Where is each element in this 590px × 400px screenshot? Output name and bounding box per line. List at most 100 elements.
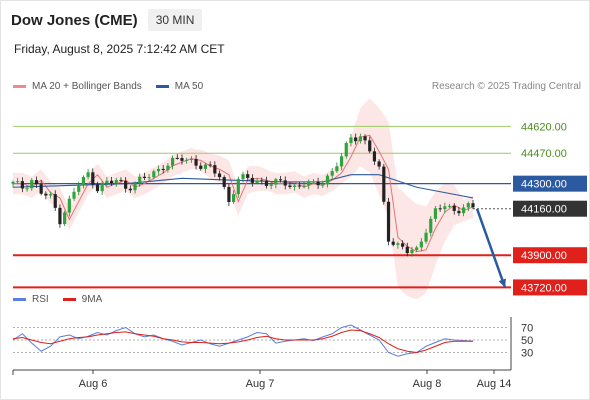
candle-body (269, 184, 273, 186)
legend-swatch-bollinger (13, 85, 26, 88)
candle-body (250, 177, 254, 183)
candle-body (443, 206, 447, 210)
candle-body (227, 186, 231, 202)
chart-legend: MA 20 + Bollinger Bands MA 50 (13, 81, 203, 92)
bollinger-band (13, 98, 473, 300)
candle-body (11, 181, 15, 184)
candle-body (58, 207, 62, 225)
candle-body (48, 194, 53, 196)
candle-body (25, 188, 29, 190)
candle-body (391, 241, 395, 245)
level-label-0: 44620.00 (521, 121, 567, 133)
candle-body (358, 136, 362, 142)
ma20-line (13, 134, 474, 253)
candle-body (377, 161, 381, 167)
x-axis: Aug 6 Aug 7 Aug 8 Aug 14 (12, 317, 512, 390)
candle-body (86, 172, 90, 177)
level-label-3: 44160.00 (521, 204, 567, 216)
candle-body (241, 174, 245, 180)
candle-body (382, 166, 386, 202)
rsi-tick-label: 70 (521, 323, 533, 335)
timeframe-badge[interactable]: 30 MIN (147, 9, 203, 31)
candle-body (67, 198, 71, 213)
candle-body (363, 136, 367, 141)
candle-body (152, 171, 156, 178)
candle-body (133, 183, 137, 191)
candle-body (255, 180, 259, 183)
candle-body (330, 171, 334, 176)
legend-item-ma50: MA 50 (155, 81, 204, 92)
candle-body (147, 177, 151, 179)
timestamp: Friday, August 8, 2025 7:12:42 AM CET (14, 42, 225, 56)
candle-body (180, 158, 184, 161)
candle-body (232, 194, 236, 202)
level-label-5: 43720.00 (521, 282, 567, 294)
candle-body (53, 194, 57, 208)
x-tick-label: Aug 8 (413, 378, 442, 390)
candle-body (95, 184, 100, 192)
candle-body (354, 137, 358, 142)
candle-body (321, 184, 325, 186)
candle-body (91, 172, 95, 185)
candle-body (20, 181, 24, 189)
candle-body (39, 184, 43, 194)
copyright-text: Research © 2025 Trading Central (431, 81, 581, 92)
candle-body (63, 212, 67, 225)
candle-body (405, 246, 409, 254)
legend-item-bollinger: MA 20 + Bollinger Bands (13, 81, 142, 92)
candle-body (462, 207, 466, 214)
candle-body (415, 247, 419, 250)
legend-label-rsi: RSI (32, 294, 49, 305)
candle-body (30, 180, 34, 189)
candle-body (44, 193, 48, 196)
candle-body (400, 243, 405, 247)
candle-body (311, 181, 316, 183)
candle-body (471, 203, 475, 208)
instrument-name: Dow Jones (CME) (11, 11, 138, 29)
candle-body (166, 165, 170, 171)
level-label-4: 43900.00 (521, 250, 567, 262)
rsi-tick-label: 30 (521, 348, 533, 360)
level-lines-layer (13, 125, 511, 289)
candle-body (77, 185, 81, 192)
candle-body (114, 179, 118, 184)
legend-label-ma50: MA 50 (174, 81, 204, 92)
candle-body (396, 243, 400, 245)
candle-body (438, 208, 442, 210)
candle-body (297, 185, 301, 187)
candle-body (288, 185, 292, 187)
candle-body (142, 176, 147, 178)
candle-body (447, 205, 452, 207)
candle-body (452, 205, 456, 211)
legend-label-9ma: 9MA (81, 294, 103, 305)
candle-body (81, 176, 86, 186)
candle-body (72, 191, 76, 199)
candle-body (316, 181, 320, 186)
candle-body (34, 180, 39, 185)
level-label-1: 44470.00 (521, 148, 567, 160)
candle-body (100, 183, 104, 192)
candle-body (128, 188, 132, 191)
legend-label-bollinger: MA 20 + Bollinger Bands (32, 81, 142, 92)
candle-body (119, 179, 123, 181)
level-labels-layer: 44620.00 44470.00 44300.00 44160.00 43900.00… (513, 121, 587, 296)
candle-body (278, 179, 283, 181)
candle-body (419, 241, 423, 248)
candle-body (194, 158, 198, 166)
x-tick-label: Aug 7 (246, 378, 275, 390)
candle-body (217, 173, 222, 178)
candle-body (213, 165, 217, 174)
level-label-bg-5 (513, 279, 587, 296)
candle-body (138, 176, 142, 184)
candle-body (105, 180, 109, 184)
candle-body (372, 151, 377, 162)
candle-body (203, 164, 208, 169)
candle-body (175, 157, 179, 159)
candle-body (325, 175, 330, 185)
candle-body (349, 137, 353, 144)
candle-body (424, 232, 428, 242)
rsi-legend: RSI 9MA (13, 294, 102, 305)
title-row: Dow Jones (CME) 30 MIN (11, 9, 203, 31)
